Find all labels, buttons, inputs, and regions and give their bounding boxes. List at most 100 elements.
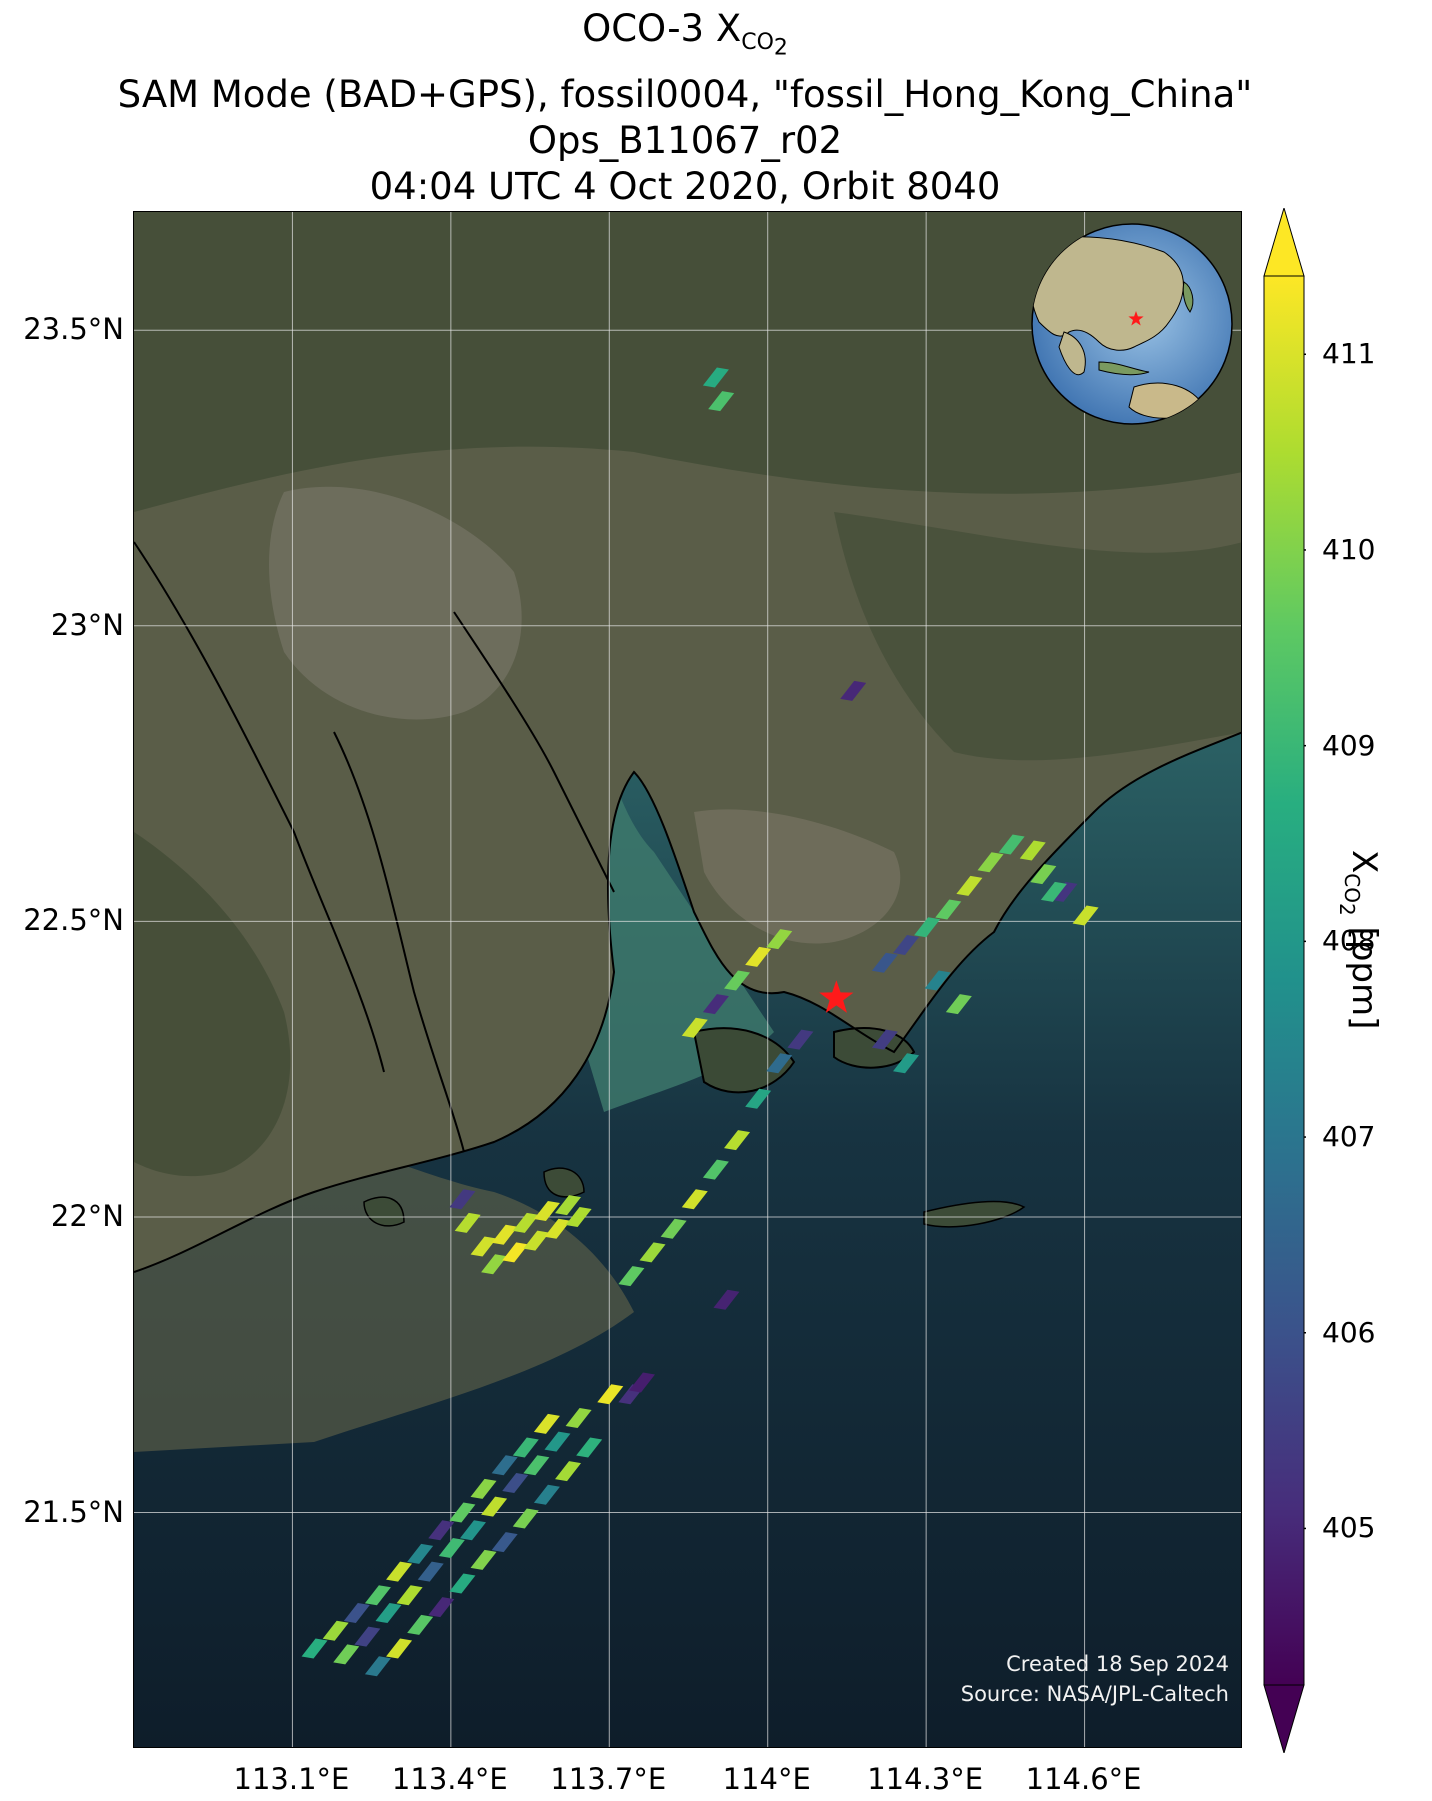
sounding-23 <box>565 1407 592 1428</box>
sounding-81 <box>628 1372 655 1393</box>
sounding-54 <box>787 1029 814 1050</box>
lon-tick-label-2: 113.7°E <box>550 1762 667 1796</box>
sounding-35 <box>597 1384 624 1405</box>
sounding-50 <box>702 1159 729 1180</box>
coastline <box>134 731 1241 1273</box>
sounding-33 <box>555 1461 582 1482</box>
urban-area-shenzhen <box>694 809 901 944</box>
colorbar-tick-marks <box>1304 353 1306 1530</box>
sounding-15 <box>396 1585 423 1606</box>
sounding-25 <box>386 1638 413 1659</box>
satellite-map <box>134 212 1241 1747</box>
river-line-3 <box>453 611 615 893</box>
sounding-48 <box>660 1218 687 1239</box>
sounding-31 <box>512 1508 539 1529</box>
sounding-5 <box>407 1543 434 1564</box>
sounding-40 <box>555 1195 582 1216</box>
sounding-53 <box>766 1053 793 1074</box>
globe-asia-landmass <box>1032 236 1184 351</box>
sounding-78 <box>840 680 867 701</box>
lat-tick-label-2: 22.5°N <box>23 903 124 938</box>
lon-tick-label-3: 114°E <box>722 1762 811 1796</box>
colorbar-tick-label-1: 406 <box>1322 1315 1376 1349</box>
sounding-39 <box>533 1201 560 1222</box>
sounding-7 <box>449 1502 476 1523</box>
lantau-island <box>692 1027 796 1094</box>
xco2-soundings <box>301 367 1099 1677</box>
sounding-72 <box>924 970 951 991</box>
colorbar-tick-label-3: 408 <box>1322 924 1376 958</box>
title-line-2: SAM Mode (BAD+GPS), fossil0004, "fossil_… <box>117 72 1253 116</box>
colorbar-tick-label-6: 411 <box>1322 337 1376 371</box>
sounding-27 <box>428 1597 455 1618</box>
sounding-13 <box>354 1626 381 1647</box>
sounding-20 <box>502 1472 529 1493</box>
sounding-64 <box>956 875 983 896</box>
sounding-8 <box>470 1478 497 1499</box>
sounding-63 <box>935 899 962 920</box>
sounding-6 <box>428 1520 455 1541</box>
sounding-57 <box>724 970 751 991</box>
globe-target-star-icon <box>1128 311 1144 326</box>
sounding-44 <box>544 1218 571 1239</box>
sounding-45 <box>565 1206 592 1227</box>
sounding-79 <box>713 1289 740 1310</box>
sounding-9 <box>491 1455 518 1476</box>
colorbar-body <box>1263 275 1305 1686</box>
lon-tick-label-0: 113.1°E <box>233 1762 350 1796</box>
offshore-island <box>923 1200 1026 1228</box>
sounding-24 <box>364 1656 391 1677</box>
sounding-58 <box>745 946 772 967</box>
credit-created: Created 18 Sep 2024 <box>1006 1652 1229 1676</box>
colorbar-tick-label-4: 409 <box>1322 728 1376 762</box>
urban-area <box>269 486 522 720</box>
colorbar-extend-max <box>1263 208 1305 277</box>
lon-tick-label-1: 113.4°E <box>391 1762 508 1796</box>
sounding-12 <box>333 1644 360 1665</box>
sounding-11 <box>533 1413 560 1434</box>
sounding-59 <box>766 929 793 950</box>
map-panel: Created 18 Sep 2024 Source: NASA/JPL-Cal… <box>133 211 1242 1748</box>
lat-tick-label-0: 23.5°N <box>23 312 124 347</box>
sounding-22 <box>544 1431 571 1452</box>
map-title: OCO-3 XCO2 SAM Mode (BAD+GPS), fossil000… <box>0 6 1370 210</box>
sounding-37 <box>491 1224 518 1245</box>
title-line-4: 04:04 UTC 4 Oct 2020, Orbit 8040 <box>369 164 1001 208</box>
mountain-texture-east <box>834 512 1241 761</box>
western-hills <box>134 832 291 1177</box>
sounding-26 <box>407 1614 434 1635</box>
sounding-14 <box>375 1603 402 1624</box>
lat-tick-label-3: 22°N <box>50 1198 124 1233</box>
sounding-30 <box>491 1532 518 1553</box>
offshore-island-2 <box>543 1167 585 1198</box>
colorbar-extend-min <box>1263 1684 1305 1753</box>
sounding-75 <box>893 1053 920 1074</box>
lon-tick-label-4: 114.3°E <box>867 1762 984 1796</box>
sounding-1 <box>322 1620 349 1641</box>
sounding-60 <box>871 952 898 973</box>
target-star-icon <box>819 980 854 1013</box>
sounding-2 <box>343 1603 370 1624</box>
sounding-19 <box>481 1496 508 1517</box>
sounding-62 <box>914 917 941 938</box>
sounding-29 <box>470 1549 497 1570</box>
lat-tick-label-4: 21.5°N <box>23 1494 124 1529</box>
sounding-82 <box>454 1212 481 1233</box>
sounding-10 <box>512 1437 539 1458</box>
colorbar <box>1263 208 1306 1753</box>
mountain-texture-north <box>134 212 1241 512</box>
sounding-68 <box>1030 864 1057 885</box>
title-line-1: OCO-3 XCO2 <box>582 7 788 61</box>
sounding-56 <box>702 994 729 1015</box>
sounding-41 <box>481 1254 508 1275</box>
sounding-4 <box>386 1561 413 1582</box>
sounding-16 <box>417 1561 444 1582</box>
sounding-34 <box>576 1437 603 1458</box>
sounding-52 <box>745 1088 772 1109</box>
sounding-46 <box>618 1266 645 1287</box>
sounding-69 <box>1051 881 1078 902</box>
sounding-71 <box>1040 881 1067 902</box>
title-line-3: Ops_B11067_r02 <box>527 118 843 162</box>
globe-indonesia <box>1098 361 1150 376</box>
lon-tick-label-5: 114.6°E <box>1025 1762 1142 1796</box>
